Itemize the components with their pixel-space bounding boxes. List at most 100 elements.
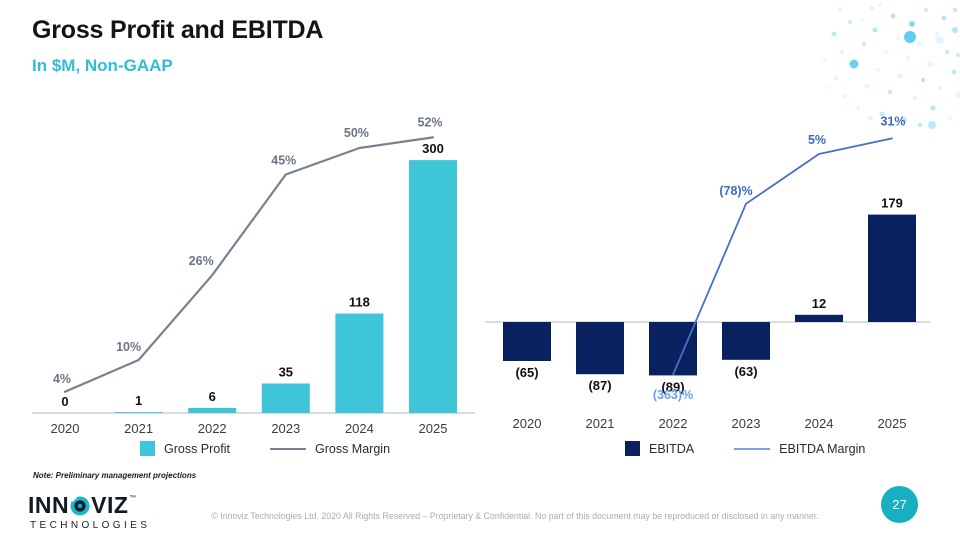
decorative-dot (901, 117, 907, 123)
decorative-dot (953, 8, 957, 12)
logo-lens-icon (70, 496, 90, 515)
ebitda-bar-2024 (795, 314, 843, 322)
footnote: Note: Preliminary management projections (33, 471, 197, 480)
gross_profit-margin-label-2022: 26% (189, 254, 214, 268)
decorative-dot (906, 56, 910, 60)
decorative-dot (930, 105, 936, 111)
gross_profit-bar-2023 (261, 383, 310, 413)
gross_profit-x-axis-label-2025: 2025 (419, 421, 448, 436)
decorative-dot (897, 73, 903, 79)
decorative-dot (921, 78, 925, 82)
gross_profit-x-axis-label-2021: 2021 (124, 421, 153, 436)
gross_profit-bar-2024 (335, 313, 384, 413)
gross_profit-value-label-2022: 6 (209, 389, 216, 404)
decorative-dot (856, 106, 860, 110)
decorative-dot (834, 76, 838, 80)
page-number-badge: 27 (881, 486, 918, 523)
gross-margin-legend-line (270, 447, 306, 450)
decorative-dot (838, 8, 842, 12)
gross_profit-value-label-2024: 118 (349, 295, 370, 310)
decorative-dot (878, 3, 882, 7)
decorative-dot (916, 41, 922, 47)
ebitda-margin-label-2024: 5% (808, 133, 826, 147)
decorative-dot (831, 31, 837, 37)
decorative-dot (826, 86, 830, 90)
decorative-dot (888, 90, 892, 94)
ebitda-legend-label: EBITDA (649, 441, 695, 456)
decorative-dot (896, 36, 900, 40)
innoviz-logo: INN VIZ ™ TECHNOLOGIES (28, 494, 151, 532)
decorative-dot (904, 31, 916, 43)
page-subtitle: In $M, Non-GAAP (32, 56, 173, 75)
gross_profit-x-axis-label-2023: 2023 (271, 421, 300, 436)
ebitda-value-label-2025: 179 (881, 196, 903, 211)
decorative-dot (823, 58, 827, 62)
gross_profit-margin-label-2024: 50% (344, 126, 369, 140)
ebitda-margin-legend-line (734, 447, 771, 450)
ebitda-value-label-2020: (65) (515, 365, 538, 380)
gross_profit-value-label-2025: 300 (422, 141, 444, 156)
decorative-dot (945, 50, 949, 54)
page-title: Gross Profit and EBITDA (32, 16, 324, 44)
decorative-dot (955, 92, 960, 98)
decorative-dot (924, 8, 928, 12)
logo-trademark: ™ (129, 495, 137, 502)
decorative-dot (951, 69, 957, 75)
decorative-dot (848, 20, 852, 24)
ebitda-bar-2022 (649, 322, 697, 376)
copyright-text: © Innoviz Technologies Ltd. 2020 All Rig… (211, 511, 819, 521)
decorative-dot (948, 116, 952, 120)
gross_profit-margin-label-2025: 52% (417, 115, 442, 129)
ebitda-value-label-2021: (87) (588, 378, 611, 393)
decorative-dot (952, 27, 958, 33)
gross_profit-margin-label-2020: 4% (53, 372, 71, 386)
ebitda-value-label-2022: (89) (661, 379, 684, 394)
ebitda-chart-legend: EBITDA EBITDA Margin (625, 441, 865, 456)
gross_profit-value-label-2020: 0 (61, 394, 68, 409)
ebitda-x-axis-label-2021: 2021 (586, 416, 615, 431)
decorative-dot (842, 93, 848, 99)
decorative-dot (928, 121, 936, 129)
gross_profit-margin-label-2023: 45% (271, 154, 296, 168)
decorative-dot (876, 68, 880, 72)
logo-subtext: TECHNOLOGIES (30, 520, 151, 531)
decorative-dot (872, 27, 878, 33)
logo-wordmark: INN VIZ ™ (28, 494, 150, 517)
gross_profit-value-label-2021: 1 (135, 393, 142, 408)
decorative-dot (862, 42, 866, 46)
gross-profit-legend-swatch (140, 441, 155, 456)
ebitda-margin-label-2025: 31% (880, 114, 905, 128)
ebitda-margin-line (672, 137, 893, 376)
gross-profit-chart: 0 2020 1 2021 6 2022 35 2023 118 2024 300 2025 4% 10%… (32, 115, 475, 436)
ebitda-value-label-2024: 12 (812, 296, 826, 311)
decorative-dot (909, 21, 915, 27)
gross_profit-value-label-2023: 35 (279, 364, 293, 379)
decorative-dot (935, 32, 939, 36)
decorative-dot (936, 36, 944, 44)
ebitda-value-label-2023: (63) (734, 364, 757, 379)
decorative-dot (927, 61, 933, 67)
ebitda-x-axis-label-2020: 2020 (513, 416, 542, 431)
decorative-dot (867, 115, 873, 121)
gross_profit-x-axis-label-2020: 2020 (51, 421, 80, 436)
ebitda-bar-2021 (576, 322, 624, 375)
ebitda-chart: (65) 2020 (87) 2021 (89) 2022 (63) 2023 12 2024 17… (485, 114, 930, 431)
ebitda-margin-label-2022: (363)% (653, 388, 693, 402)
gross_profit-margin-label-2021: 10% (116, 340, 141, 354)
decorative-dot (941, 15, 947, 21)
decorative-dot (870, 6, 874, 10)
ebitda-x-axis-label-2022: 2022 (659, 416, 688, 431)
decorative-dot (893, 123, 897, 127)
decorative-dot (884, 50, 888, 54)
page-number: 27 (892, 497, 907, 512)
gross_profit-bar-2025 (409, 160, 457, 413)
ebitda-x-axis-label-2025: 2025 (878, 416, 907, 431)
ebitda-bar-2023 (722, 322, 770, 360)
gross-profit-legend-label: Gross Profit (164, 441, 230, 456)
decorative-dot (913, 96, 917, 100)
decorative-dot (956, 53, 960, 57)
ebitda-legend-swatch (625, 441, 640, 456)
decorative-dot (917, 122, 923, 128)
decorative-dot (938, 86, 942, 90)
